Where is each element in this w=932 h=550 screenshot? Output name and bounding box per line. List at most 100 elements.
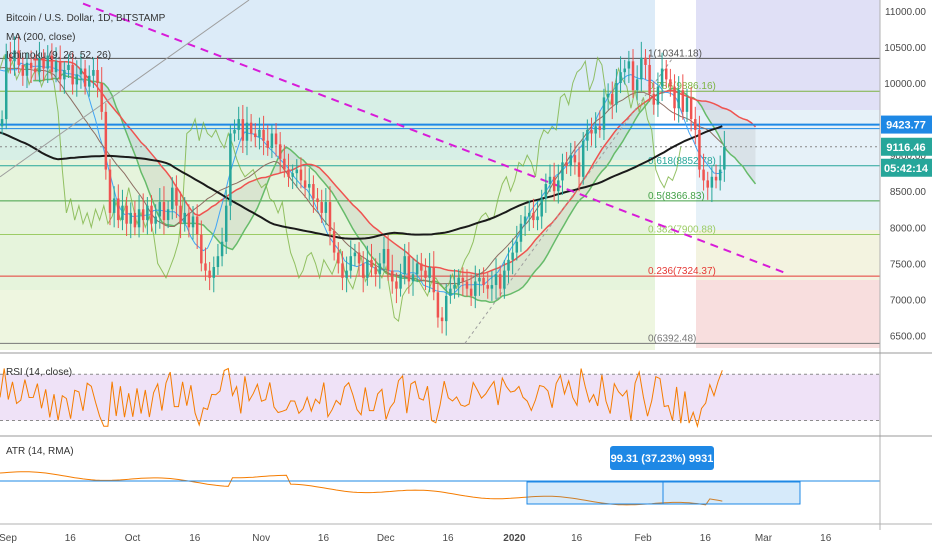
candle-body xyxy=(158,202,162,217)
candle-body xyxy=(644,57,647,65)
trendline-grey xyxy=(0,0,250,178)
candle-body xyxy=(698,129,701,170)
candle-body xyxy=(249,122,253,134)
candle-body xyxy=(112,198,116,213)
candle-body xyxy=(482,277,485,286)
candle-body xyxy=(25,62,29,76)
candle-body xyxy=(474,281,477,296)
candle-body xyxy=(407,256,411,282)
rsi-legend: RSI (14, close) xyxy=(6,367,72,378)
candle-body xyxy=(548,176,552,185)
candle-body xyxy=(233,129,236,134)
x-tick-label: 16 xyxy=(571,533,583,544)
candle-body xyxy=(590,129,593,134)
fibonacci-retracement[interactable]: 1(10341.18) 0.786(9886.16) 0.618(8852.78) 0… xyxy=(0,48,880,344)
candle-body xyxy=(79,68,83,75)
candle-body xyxy=(611,93,614,105)
fib-label-6: 0(6392.48) xyxy=(648,333,696,344)
candle-body xyxy=(706,180,709,188)
candle-body xyxy=(453,285,456,289)
tenkan-line xyxy=(0,62,723,296)
candle-body xyxy=(403,256,406,275)
candle-body xyxy=(486,285,489,289)
candle-body xyxy=(320,202,323,213)
candle-body xyxy=(511,252,514,260)
candle-body xyxy=(577,162,581,177)
candle-body xyxy=(187,212,191,228)
fib-label-3: 0.5(8366.83) xyxy=(648,191,705,202)
candle-body xyxy=(179,205,182,224)
candle-body xyxy=(287,169,290,177)
x-tick-label: Oct xyxy=(125,533,141,544)
candle-body xyxy=(295,169,299,174)
candle-body xyxy=(415,263,419,275)
candle-body xyxy=(316,198,319,203)
candle-body xyxy=(262,129,265,141)
candle-body xyxy=(0,119,4,127)
candle-body xyxy=(370,259,373,268)
fib-label-5: 0.236(7324.37) xyxy=(648,266,716,277)
rsi-line xyxy=(0,367,723,429)
candle-body xyxy=(58,61,62,80)
candle-body xyxy=(465,281,469,289)
candle-body xyxy=(324,202,328,213)
candle-body xyxy=(656,86,660,105)
candle-body xyxy=(498,274,502,289)
candle-body xyxy=(328,202,332,231)
candle-body xyxy=(200,234,203,264)
candle-body xyxy=(17,50,20,65)
candle-body xyxy=(224,205,228,242)
countdown-badge xyxy=(881,158,932,177)
candle-body xyxy=(216,256,220,268)
price-badge-line xyxy=(881,115,932,134)
candle-body xyxy=(38,57,41,73)
candle-body xyxy=(594,126,597,134)
senkou-span-a xyxy=(33,73,757,304)
x-tick-label: 16 xyxy=(189,533,201,544)
candle-body xyxy=(154,216,157,224)
candle-body xyxy=(150,205,153,224)
countdown-badge-text: 05:42:14 xyxy=(884,163,929,175)
candle-body xyxy=(569,155,572,166)
rsi-pane: 80.0040.00 xyxy=(0,359,926,429)
candle-body xyxy=(573,155,577,163)
candle-body xyxy=(386,248,390,271)
candle-body xyxy=(204,263,207,271)
candle-body xyxy=(723,146,726,170)
candle-body xyxy=(494,274,498,286)
candle-body xyxy=(92,70,95,76)
candle-body xyxy=(212,267,216,278)
candle-body xyxy=(586,129,589,141)
candle-body xyxy=(162,202,166,221)
measure-label-text: 99.31 (37.23%) 9931 xyxy=(611,453,714,465)
candle-body xyxy=(183,212,186,224)
candle-body xyxy=(536,216,539,221)
candle-body xyxy=(503,270,506,289)
candle-body xyxy=(75,74,79,85)
candle-body xyxy=(337,252,340,264)
candle-body xyxy=(96,70,99,83)
candle-body xyxy=(366,259,369,278)
candle-body xyxy=(689,97,693,120)
y-tick-label: 8000.00 xyxy=(890,223,927,234)
candle-body xyxy=(308,184,311,188)
candle-body xyxy=(395,281,398,289)
candle-body xyxy=(50,55,54,73)
candle-body xyxy=(694,119,697,130)
measure-label-bg xyxy=(610,446,714,470)
candle-body xyxy=(598,126,602,130)
y-tick-label: 7500.00 xyxy=(890,259,927,270)
x-tick-label: 16 xyxy=(700,533,712,544)
zone-right-red xyxy=(696,280,880,348)
candle-body xyxy=(229,133,232,206)
candle-body xyxy=(104,111,108,170)
candle-body xyxy=(685,97,689,112)
candle-body xyxy=(299,169,303,181)
candle-body xyxy=(166,209,170,221)
candle-body xyxy=(544,184,548,199)
candle-body xyxy=(9,54,12,62)
candle-body xyxy=(523,216,527,224)
candle-body xyxy=(291,173,294,177)
candle-body xyxy=(266,140,269,148)
